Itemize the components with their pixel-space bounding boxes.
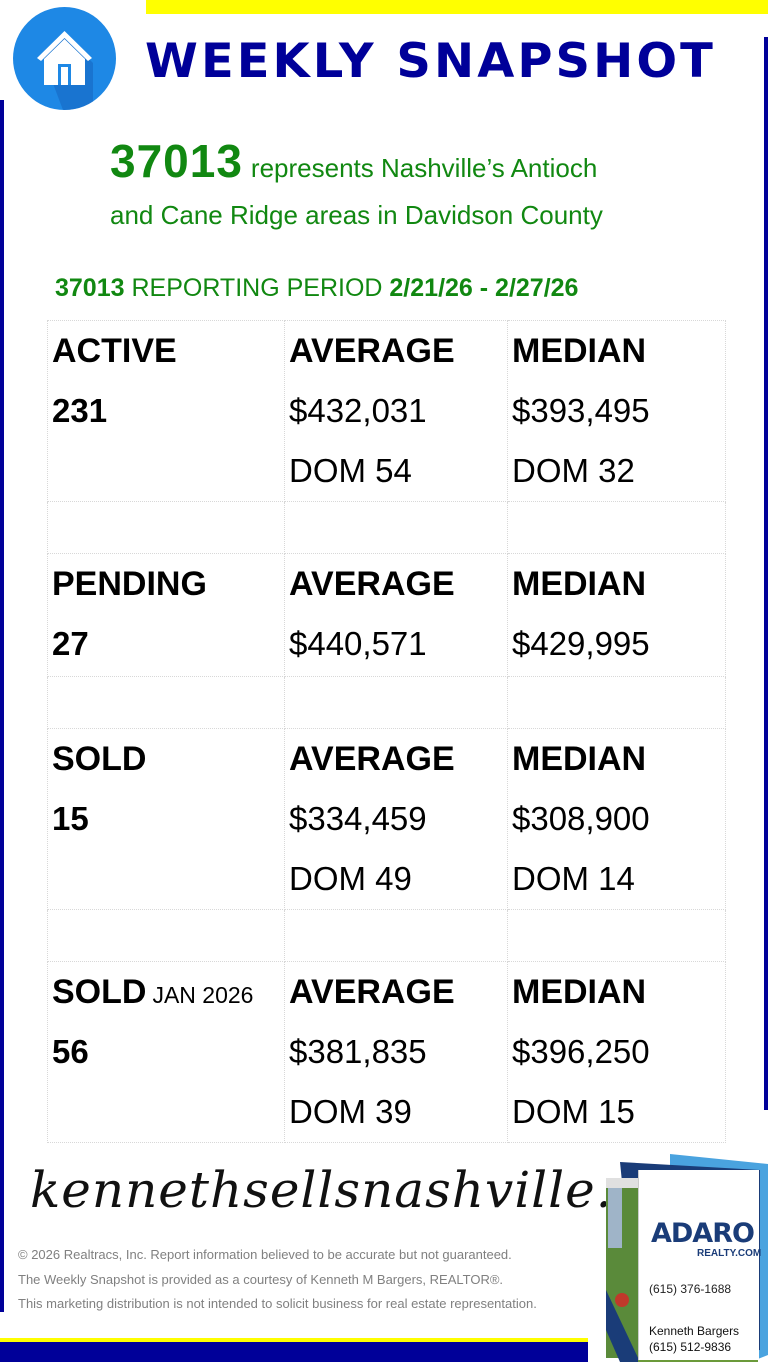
average-label: AVERAGE	[289, 740, 455, 778]
intro-line-2: and Cane Ridge areas in Davidson County	[110, 200, 603, 230]
intro-line-1: 37013 represents Nashville’s Antioch	[110, 134, 730, 188]
median-price: $429,995	[512, 625, 650, 662]
median-label: MEDIAN	[512, 973, 647, 1011]
row-sold: SOLD 15 AVERAGE $334,459 DOM 49 MEDIAN $…	[47, 728, 726, 910]
page-title: WEEKLY SNAPSHOT	[145, 34, 716, 89]
sign-brand: ADARO	[651, 1218, 755, 1249]
average-dom: DOM 54	[289, 452, 412, 489]
period-range: 2/21/26 - 2/27/26	[389, 274, 579, 302]
median-dom: DOM 15	[512, 1093, 635, 1130]
median-price: $393,495	[512, 392, 650, 429]
median-label: MEDIAN	[512, 332, 647, 370]
sold-cell: SOLD 15	[47, 728, 285, 910]
sign-brand-sub: REALTY.COM	[697, 1248, 762, 1259]
pending-count: 27	[52, 625, 89, 662]
average-price: $440,571	[289, 625, 427, 662]
stats-table: ACTIVE 231 AVERAGE $432,031 DOM 54 MEDIA…	[47, 320, 726, 1143]
median-label: MEDIAN	[512, 565, 647, 603]
spacer-row	[47, 909, 726, 962]
sold-month-header: SOLD JAN 2026	[52, 962, 284, 1022]
left-border-line	[0, 100, 4, 1312]
sold-median-cell: MEDIAN $308,900 DOM 14	[507, 728, 726, 910]
spacer-row	[47, 501, 726, 554]
sold-month-count: 56	[52, 1033, 89, 1070]
row-active: ACTIVE 231 AVERAGE $432,031 DOM 54 MEDIA…	[47, 320, 726, 502]
row-sold-month: SOLD JAN 2026 56 AVERAGE $381,835 DOM 39 …	[47, 961, 726, 1143]
reporting-period: 37013 REPORTING PERIOD 2/21/26 - 2/27/26	[55, 274, 715, 303]
house-icon	[13, 7, 116, 110]
active-median-cell: MEDIAN $393,495 DOM 32	[507, 320, 726, 502]
average-price: $334,459	[289, 800, 427, 837]
active-count: 231	[52, 392, 108, 429]
sign-card: ADARO REALTY.COM (615) 376-1688 Kenneth …	[638, 1170, 762, 1360]
average-dom: DOM 39	[289, 1093, 412, 1130]
pending-average-cell: AVERAGE $440,571	[284, 553, 508, 677]
spacer-row	[47, 676, 726, 729]
disclaimer-line-3: This marketing distribution is not inten…	[18, 1296, 537, 1311]
right-border-line	[764, 37, 768, 1110]
sold-month-label: SOLD	[52, 973, 147, 1011]
disclaimer-line-2: The Weekly Snapshot is provided as a cou…	[18, 1272, 504, 1287]
sold-month-period: JAN 2026	[152, 982, 254, 1008]
pending-median-cell: MEDIAN $429,995	[507, 553, 726, 677]
website-link[interactable]: kennethsellsnashville.com	[30, 1161, 722, 1219]
bottom-yellow-bar	[0, 1338, 588, 1342]
period-zip: 37013	[55, 274, 125, 302]
disclaimer-line-1: © 2026 Realtracs, Inc. Report informatio…	[18, 1247, 512, 1262]
median-price: $308,900	[512, 800, 650, 837]
sold-month-average-cell: AVERAGE $381,835 DOM 39	[284, 961, 508, 1143]
active-average-cell: AVERAGE $432,031 DOM 54	[284, 320, 508, 502]
average-price: $432,031	[289, 392, 427, 429]
bottom-navy-bar	[0, 1342, 588, 1362]
pending-label: PENDING	[52, 565, 207, 603]
active-cell: ACTIVE 231	[47, 320, 285, 502]
average-label: AVERAGE	[289, 565, 455, 603]
pending-cell: PENDING 27	[47, 553, 285, 677]
agent-phone: (615) 512-9836	[649, 1340, 732, 1354]
sold-count: 15	[52, 800, 89, 837]
median-label: MEDIAN	[512, 740, 647, 778]
agent-name: Kenneth Bargers	[649, 1324, 740, 1338]
median-price: $396,250	[512, 1033, 650, 1070]
sold-label: SOLD	[52, 740, 147, 778]
sold-average-cell: AVERAGE $334,459 DOM 49	[284, 728, 508, 910]
zip-code: 37013	[110, 135, 243, 187]
average-price: $381,835	[289, 1033, 427, 1070]
intro-text: represents Nashville’s Antioch	[250, 153, 598, 183]
average-dom: DOM 49	[289, 860, 412, 897]
median-dom: DOM 32	[512, 452, 635, 489]
average-label: AVERAGE	[289, 332, 455, 370]
office-phone: (615) 376-1688	[649, 1282, 732, 1296]
top-yellow-bar	[146, 0, 768, 14]
sold-month-median-cell: MEDIAN $396,250 DOM 15	[507, 961, 726, 1143]
realty-sign-image: ADARO REALTY.COM (615) 376-1688 Kenneth …	[600, 1140, 768, 1362]
row-pending: PENDING 27 AVERAGE $440,571 MEDIAN $429,…	[47, 553, 726, 677]
sold-month-cell: SOLD JAN 2026 56	[47, 961, 285, 1143]
average-label: AVERAGE	[289, 973, 455, 1011]
period-label: REPORTING PERIOD	[131, 274, 383, 302]
median-dom: DOM 14	[512, 860, 635, 897]
active-label: ACTIVE	[52, 332, 177, 370]
